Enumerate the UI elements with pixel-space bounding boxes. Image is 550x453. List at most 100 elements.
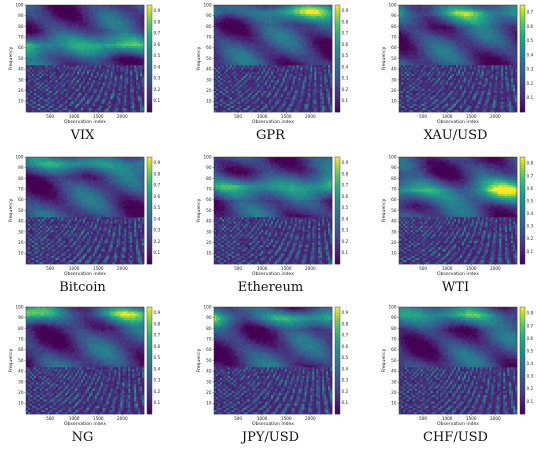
x-tick-label: 1500: [466, 266, 477, 271]
colorbar-tick-label: 0.4: [527, 211, 534, 216]
colorbar-tick-label: 0.3: [154, 228, 161, 233]
y-tick-label: 70: [391, 337, 397, 342]
colorbar-tick-label: 0.1: [154, 400, 161, 405]
y-tick-label: 80: [18, 326, 24, 331]
colorbar-tick-label: 0.7: [527, 173, 534, 178]
y-tick-label: 10: [206, 251, 212, 256]
colorbar-tick-label: 0.5: [154, 53, 161, 58]
colorbar-tick-label: 0.3: [154, 378, 161, 383]
colorbar-tick-label: 0.4: [342, 64, 349, 69]
colorbar-tick-label: 0.8: [154, 19, 161, 24]
chart-svg: 10 20 30 40 50 60 70 80 90 100 500 1000 1500 2000 Obse…: [8, 304, 161, 427]
panel-caption: GPR: [188, 128, 353, 143]
colorbar-tick-label: 0.9: [154, 160, 161, 165]
y-tick-label: 50: [206, 56, 212, 61]
x-axis-label: Observation index: [64, 271, 106, 277]
heatmap-cells: [26, 157, 145, 265]
colorbar-tick-label: 0.1: [527, 95, 534, 100]
y-tick-label: 90: [18, 13, 24, 18]
colorbar: [519, 156, 526, 265]
colorbar-tick-label: 0.2: [527, 386, 534, 391]
colorbar-tick-label: 0.7: [154, 31, 161, 36]
colorbar-tick-label: 0.8: [154, 171, 161, 176]
panel-caption: WTI: [373, 280, 538, 295]
y-tick-label: 80: [206, 24, 212, 29]
x-tick-label: 1500: [281, 266, 292, 271]
x-axis-label: Observation index: [64, 119, 106, 125]
colorbar: [334, 4, 341, 113]
y-tick-label: 50: [18, 208, 24, 213]
colorbar-tick-label: 0.5: [342, 53, 349, 58]
y-tick-label: 90: [18, 315, 24, 320]
x-axis-label: Observation index: [64, 421, 106, 427]
chart-svg: 10 20 30 40 50 60 70 80 90 100 500 1000 1500 2000 Obse…: [381, 154, 534, 277]
y-tick-label: 90: [206, 165, 212, 170]
y-tick-label: 90: [391, 13, 397, 18]
colorbar-tick-label: 0.6: [154, 344, 161, 349]
colorbar-tick-label: 0.5: [342, 355, 349, 360]
y-axis-label: Frequency: [381, 348, 387, 372]
chart-panel: 10 20 30 40 50 60 70 80 90 100 500 1000 1500 2000 Obse…: [373, 152, 538, 297]
y-tick-label: 40: [18, 369, 24, 374]
y-axis-label: Frequency: [8, 46, 14, 70]
colorbar-tick-label: 0.1: [527, 249, 534, 254]
colorbar-tick-label: 0.8: [527, 161, 534, 166]
colorbar-tick-label: 0.5: [527, 198, 534, 203]
y-tick-label: 40: [391, 67, 397, 72]
x-tick-label: 500: [419, 114, 427, 119]
colorbar-tick-label: 0.2: [154, 389, 161, 394]
y-tick-label: 20: [206, 390, 212, 395]
x-axis-label: Observation index: [252, 421, 294, 427]
y-tick-label: 40: [391, 219, 397, 224]
x-tick-label: 500: [234, 266, 242, 271]
y-tick-label: 10: [206, 99, 212, 104]
colorbar-tick-label: 0.2: [342, 239, 349, 244]
x-tick-label: 1000: [257, 266, 268, 271]
y-tick-label: 90: [206, 13, 212, 18]
y-tick-label: 40: [206, 219, 212, 224]
chart-svg: 10 20 30 40 50 60 70 80 90 100 500 1000 1500 2000 Obse…: [8, 154, 161, 277]
y-axis-label: Frequency: [381, 198, 387, 222]
y-axis-label: Frequency: [196, 198, 202, 222]
y-axis-label: Frequency: [8, 348, 14, 372]
y-tick-label: 60: [391, 45, 397, 50]
y-tick-label: 30: [206, 229, 212, 234]
y-tick-label: 60: [391, 197, 397, 202]
colorbar-tick-label: 0.5: [527, 348, 534, 353]
chart-panel: 10 20 30 40 50 60 70 80 90 100 500 1000 1500 2000 Obse…: [188, 0, 353, 145]
y-tick-label: 50: [391, 208, 397, 213]
heatmap-cells: [214, 5, 333, 113]
x-axis-label: Observation index: [252, 119, 294, 125]
x-tick-label: 1500: [93, 266, 104, 271]
x-tick-label: 2000: [117, 266, 128, 271]
colorbar-tick-label: 0.6: [527, 24, 534, 29]
y-tick-label: 90: [391, 315, 397, 320]
colorbar-tick-label: 0.1: [342, 98, 349, 103]
y-tick-label: 90: [206, 315, 212, 320]
colorbar-tick-label: 0.2: [527, 81, 534, 86]
colorbar-tick-label: 0.6: [154, 42, 161, 47]
colorbar-tick-label: 0.7: [154, 333, 161, 338]
colorbar-tick-label: 0.4: [154, 216, 161, 221]
x-tick-label: 1000: [442, 266, 453, 271]
x-tick-label: 1500: [93, 416, 104, 421]
x-tick-label: 1000: [257, 114, 268, 119]
y-tick-label: 80: [18, 176, 24, 181]
y-tick-label: 40: [206, 67, 212, 72]
heatmap-cells: [399, 5, 518, 113]
y-tick-label: 10: [391, 251, 397, 256]
y-tick-label: 10: [18, 251, 24, 256]
panel-caption: CHF/USD: [373, 430, 538, 445]
colorbar-tick-label: 0.5: [154, 205, 161, 210]
colorbar-tick-label: 0.1: [154, 250, 161, 255]
colorbar-tick-label: 0.4: [342, 216, 349, 221]
chart-svg: 10 20 30 40 50 60 70 80 90 100 500 1000 1500 2000 Obse…: [8, 2, 161, 125]
chart-svg: 10 20 30 40 50 60 70 80 90 100 500 1000 1500 2000 Obse…: [196, 154, 349, 277]
y-tick-label: 30: [206, 77, 212, 82]
y-tick-label: 80: [391, 326, 397, 331]
colorbar-tick-label: 0.5: [154, 355, 161, 360]
colorbar-tick-label: 0.3: [342, 76, 349, 81]
y-tick-label: 20: [391, 390, 397, 395]
y-tick-label: 100: [16, 154, 24, 159]
colorbar-tick-label: 0.1: [527, 399, 534, 404]
